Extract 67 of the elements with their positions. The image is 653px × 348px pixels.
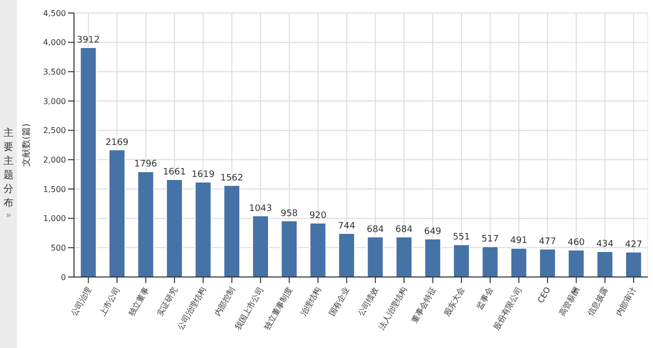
data-label: 1796	[134, 160, 158, 170]
bar	[309, 222, 326, 277]
y-tick-label: 2,000	[43, 156, 66, 165]
data-label: 958	[280, 208, 298, 219]
data-label: 1619	[192, 170, 215, 180]
y-axis-title: 文献数(篇)	[21, 123, 32, 167]
bar	[482, 246, 499, 277]
bar	[568, 250, 585, 277]
x-tick-label: 公司绩效	[356, 286, 380, 318]
bar	[108, 149, 126, 277]
y-tick-label: 1,000	[43, 214, 66, 224]
data-label: 551	[452, 232, 470, 243]
x-tick-label: 内部控制	[212, 286, 237, 318]
bar	[625, 251, 642, 277]
x-tick-label: 股东大会	[442, 286, 466, 318]
y-tick-label: 4,500	[43, 8, 66, 18]
data-label: 649	[424, 226, 442, 237]
data-label: 920	[309, 211, 327, 222]
x-tick-label: 国有企业	[328, 286, 352, 318]
bar	[424, 238, 442, 277]
data-label: 1661	[162, 168, 186, 178]
data-label: 744	[338, 221, 356, 232]
bar	[338, 232, 356, 277]
y-tick-label: 4,000	[43, 38, 66, 48]
x-tick-label: 董事会特征	[410, 286, 438, 325]
bar	[80, 46, 97, 277]
y-tick-label: 3,000	[43, 96, 66, 106]
data-label: 1043	[249, 204, 272, 214]
x-tick-label: 公司治理	[69, 286, 94, 318]
y-tick-label: 3,500	[43, 68, 66, 77]
bar	[452, 244, 470, 277]
x-tick-label: 治理结构	[298, 286, 323, 318]
bar	[223, 184, 240, 277]
text: 主要主题分布	[4, 127, 14, 211]
y-tick-label: 1,500	[43, 184, 66, 194]
x-tick-label: 内部审计	[614, 286, 638, 318]
text: »	[6, 211, 12, 221]
data-label: 1562	[220, 173, 244, 184]
bar	[396, 236, 413, 277]
bar	[137, 171, 154, 277]
data-label: 491	[510, 236, 528, 246]
y-tick-label: 0	[60, 272, 66, 282]
x-tick-label: 实证研究	[155, 286, 180, 318]
bar	[539, 248, 556, 277]
data-label: 684	[366, 224, 384, 235]
x-tick-label: 高管薪酬	[557, 286, 581, 318]
bar	[280, 220, 298, 277]
bar	[194, 182, 212, 277]
data-label: 517	[482, 234, 499, 245]
data-label: 460	[568, 238, 586, 248]
data-label: 2169	[106, 138, 129, 148]
data-label: 477	[538, 237, 556, 248]
x-tick-label: 独立董事	[126, 286, 150, 318]
data-label: 684	[395, 224, 413, 235]
bar	[252, 215, 270, 277]
bar	[596, 251, 614, 277]
x-tick-label: 信息披露	[586, 286, 610, 318]
bar	[166, 179, 183, 277]
y-tick-label: 2,500	[43, 126, 66, 136]
x-tick-label: 上市公司	[98, 286, 122, 318]
data-label: 427	[625, 240, 642, 250]
data-label: 434	[596, 240, 614, 250]
bar	[510, 248, 528, 277]
y-tick-label: 500	[50, 244, 66, 253]
bar	[366, 236, 384, 277]
data-label: 3912	[76, 35, 100, 46]
x-tick-label: 独立董事制度	[262, 286, 294, 332]
